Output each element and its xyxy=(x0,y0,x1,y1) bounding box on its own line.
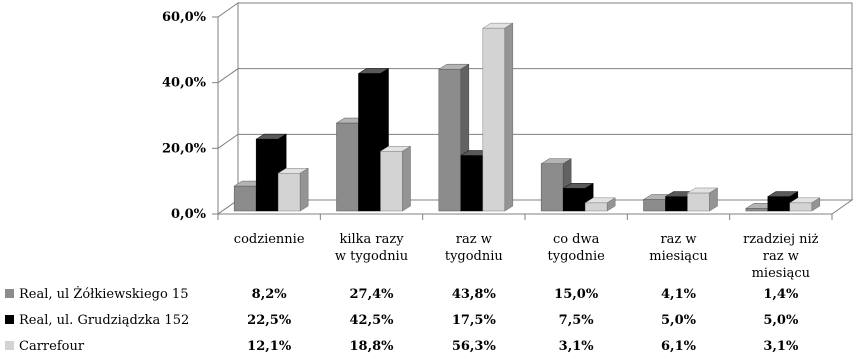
bar-front xyxy=(233,185,257,212)
bar-front xyxy=(687,192,710,212)
data-table: Real, ul Żółkiewskiego 15 8,2% 27,4% 43,8% 1… xyxy=(5,285,799,354)
data-label: 4,1% xyxy=(661,287,697,302)
side-wall xyxy=(217,2,239,215)
legend-label: Carrefour xyxy=(19,339,85,354)
x-category-label: miesiącu xyxy=(649,249,707,264)
y-tick-label: 20,0% xyxy=(162,141,207,156)
x-category-label: codziennie xyxy=(234,232,305,247)
bar-front xyxy=(380,151,403,212)
bar-front xyxy=(767,196,791,212)
bar-front xyxy=(745,208,769,212)
bar-front xyxy=(255,138,279,212)
data-label: 7,5% xyxy=(559,313,595,328)
bar xyxy=(686,187,719,212)
data-label: 15,0% xyxy=(554,287,599,302)
bar-side xyxy=(811,197,821,212)
legend-swatch xyxy=(5,315,14,324)
bar-front xyxy=(562,188,586,212)
data-label: 3,1% xyxy=(763,339,799,354)
x-category-label: miesiącu xyxy=(752,266,810,281)
x-category-label: raz w xyxy=(763,249,799,264)
legend-swatch xyxy=(5,341,14,350)
x-category-label: co dwa xyxy=(553,232,600,247)
bar-front xyxy=(643,199,666,212)
bar-front xyxy=(336,122,359,212)
bar-front xyxy=(482,27,506,212)
x-category-label: kilka razy xyxy=(339,232,404,247)
bar-front xyxy=(584,202,608,212)
bar xyxy=(584,197,617,212)
data-label: 43,8% xyxy=(452,287,497,302)
data-label: 22,5% xyxy=(247,313,292,328)
bar-front xyxy=(789,202,813,212)
x-category-label: tygodniu xyxy=(445,249,503,264)
bar-front xyxy=(460,155,484,212)
bar-side xyxy=(709,187,718,212)
data-label: 17,5% xyxy=(452,313,497,328)
bar-front xyxy=(438,68,462,212)
data-label: 1,4% xyxy=(763,287,799,302)
x-category-label: rzadziej niż xyxy=(743,232,819,247)
bar xyxy=(379,145,412,212)
bar-front xyxy=(665,196,688,212)
data-label: 56,3% xyxy=(452,339,497,354)
data-label: 27,4% xyxy=(349,287,394,302)
data-label: 12,1% xyxy=(247,339,292,354)
gridline xyxy=(217,68,852,84)
bar-side xyxy=(402,145,411,212)
data-label: 5,0% xyxy=(661,313,697,328)
bar xyxy=(277,167,310,212)
data-label: 42,5% xyxy=(349,313,394,328)
y-axis-ticks: 0,0% 20,0% 40,0% 60,0% xyxy=(162,10,833,222)
bar-front xyxy=(277,173,301,212)
data-label: 3,1% xyxy=(559,339,595,354)
data-label: 18,8% xyxy=(349,339,394,354)
legend-swatch xyxy=(5,289,14,298)
bar-front xyxy=(540,163,564,212)
bar xyxy=(481,22,514,212)
bar-side xyxy=(504,22,514,212)
data-label: 8,2% xyxy=(252,287,288,302)
chart-grid xyxy=(216,2,854,215)
gridline xyxy=(217,133,852,149)
bar-series xyxy=(233,22,821,212)
bar-side xyxy=(299,167,309,212)
y-tick-label: 60,0% xyxy=(162,10,207,25)
category-labels: codziennie kilka razy w tygodniu raz w tygod… xyxy=(234,232,819,281)
legend-label: Real, ul. Grudziądzka 152 xyxy=(19,313,189,328)
x-category-label: raz w xyxy=(456,232,492,247)
bar xyxy=(788,197,821,212)
x-category-label: tygodnie xyxy=(548,249,606,264)
bar-front xyxy=(358,73,381,212)
x-category-label: raz w xyxy=(660,232,696,247)
y-tick-label: 40,0% xyxy=(162,76,207,91)
data-label: 6,1% xyxy=(661,339,697,354)
y-tick-label: 0,0% xyxy=(171,207,207,222)
bar-side xyxy=(606,197,616,212)
x-category-label: w tygodniu xyxy=(335,249,408,264)
data-label: 5,0% xyxy=(763,313,799,328)
legend-label: Real, ul Żółkiewskiego 15 xyxy=(19,285,188,302)
